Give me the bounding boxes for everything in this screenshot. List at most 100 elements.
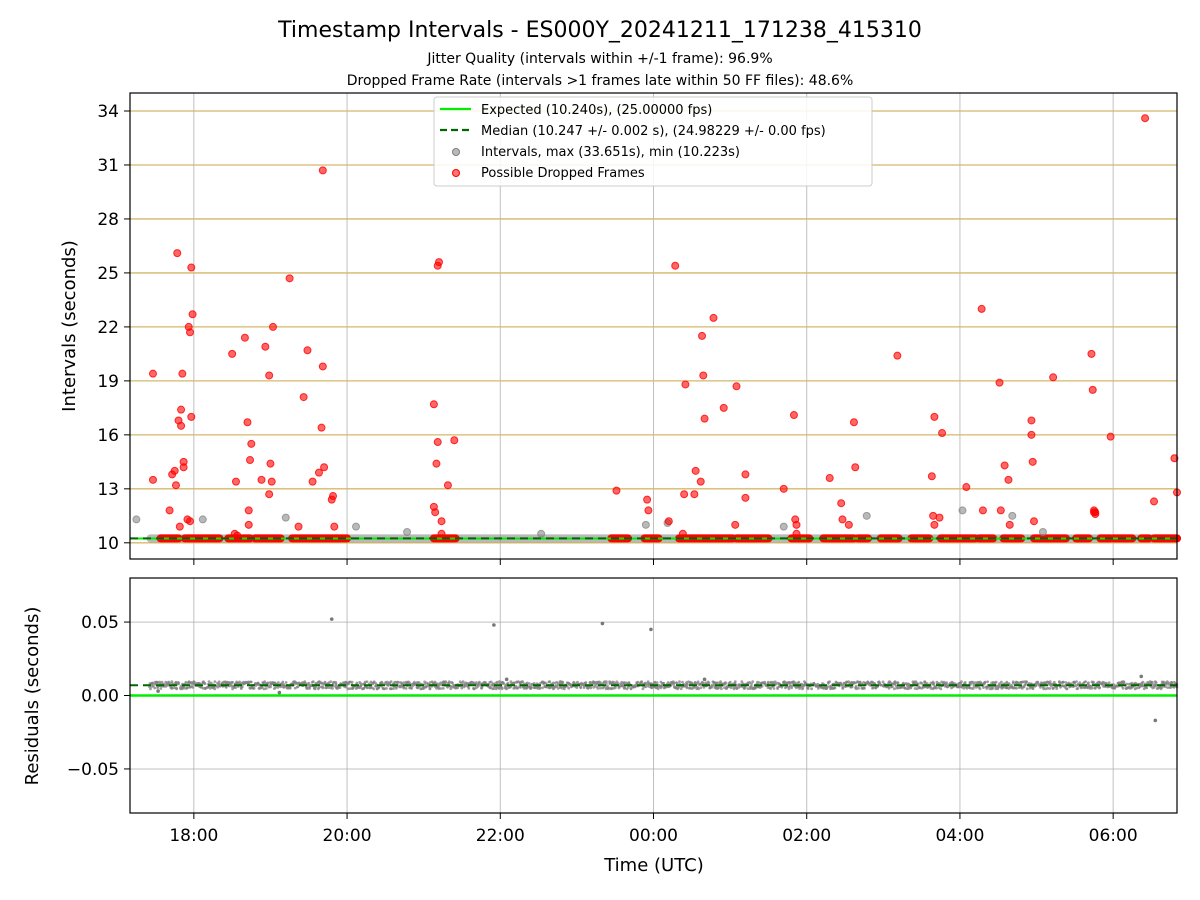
legend-entry-intervals: Intervals, max (33.651s), min (10.223s) [481, 145, 740, 160]
residual-point-1757 [1084, 680, 1087, 683]
residual-point-699 [521, 680, 524, 684]
residual-point-104 [203, 682, 207, 685]
residual-point-1328 [855, 687, 858, 691]
dropped-frame-point-49 [329, 492, 338, 501]
residual-point-1232 [804, 681, 807, 685]
residual-point-332 [324, 686, 328, 690]
residual-point-685 [513, 681, 516, 685]
bottom-y-tick-label-0: 0.05 [81, 613, 119, 633]
dropped-frame-point-34 [265, 371, 274, 380]
top-plot-marks [130, 114, 1181, 543]
residual-point-722 [532, 682, 536, 685]
residual-point-962 [660, 684, 663, 688]
residual-point-123 [213, 680, 217, 683]
residual-point-886 [620, 680, 624, 684]
residual-point-1691 [1048, 680, 1052, 684]
dropped-frame-point-25 [240, 333, 249, 342]
dropped-frame-point-105 [1000, 461, 1009, 470]
dropped-frame-point-94 [927, 472, 936, 481]
dropped-frame-point-62 [612, 486, 621, 495]
residual-point-156 [231, 681, 234, 684]
dropped-frame-point-122 [1170, 454, 1179, 463]
dropped-frame-point-19 [187, 263, 196, 272]
interval-point-12 [1038, 528, 1047, 537]
residual-point-1073 [719, 680, 722, 684]
residual-point-1796 [1104, 681, 1108, 685]
dropped-frame-point-32 [261, 342, 270, 351]
residual-point-515 [421, 686, 425, 690]
residual-point-623 [480, 686, 483, 690]
residual-point-1697 [1052, 687, 1055, 690]
top-y-tick-label-6: 28 [97, 210, 119, 230]
residual-point-1072 [720, 687, 723, 691]
residual-point-1118 [743, 685, 747, 689]
dropped-frame-point-8 [175, 522, 184, 531]
dropped-frame-point-97 [930, 520, 939, 529]
dropped-frame-point-76 [709, 313, 718, 322]
residual-point-1871 [1145, 686, 1149, 690]
bottom-x-ticks: 18:00 20:00 22:00 00:00 02:00 04:00 06:00 [169, 813, 1138, 846]
dropped-frame-point-44 [317, 423, 326, 432]
residual-point-223 [266, 681, 270, 685]
residual-point-527 [428, 687, 432, 690]
top-y-tick-label-7: 31 [97, 156, 119, 176]
residual-point-1771 [1092, 680, 1095, 684]
residual-point-1859 [1138, 685, 1142, 689]
dropped-frame-point-89 [838, 515, 847, 524]
dropped-frame-point-17 [186, 328, 195, 337]
residual-point-593 [463, 683, 467, 687]
dropped-frame-point-111 [1029, 517, 1038, 526]
residual-point-1301 [841, 687, 845, 690]
residual-point-1545 [971, 687, 975, 690]
dropped-frame-point-80 [741, 470, 750, 479]
dropped-frame-point-45 [318, 166, 327, 175]
dropped-frame-point-39 [294, 522, 303, 531]
dropped-frame-point-35 [266, 459, 275, 468]
x-tick-label-5: 04:00 [935, 826, 984, 846]
residual-point-319 [317, 686, 321, 689]
residual-point-1708 [1058, 681, 1062, 685]
residual-point-339 [329, 680, 333, 683]
dropped-frame-point-11 [178, 369, 187, 378]
top-x-ticks [193, 559, 1114, 565]
residual-point-847 [599, 681, 602, 684]
residual-point-301 [308, 687, 312, 690]
residual-point-1865 [1141, 680, 1145, 684]
residual-point-1110 [740, 680, 744, 684]
residual-point-951 [655, 681, 659, 685]
dropped-frame-point-55 [433, 438, 442, 447]
chart-title: Timestamp Intervals - ES000Y_20241211_17… [277, 18, 922, 43]
residual-point-422 [372, 680, 376, 684]
dropped-frame-point-73 [698, 331, 707, 340]
dropped-frame-point-54 [432, 459, 441, 468]
interval-point-11 [1008, 511, 1017, 520]
dropped-frame-point-63 [643, 495, 652, 504]
residual-point-441 [383, 687, 386, 691]
residual-point-70 [185, 686, 189, 690]
residual-point-812 [580, 683, 583, 687]
residual-point-398 [359, 684, 362, 688]
residual-point-1122 [746, 687, 750, 690]
x-tick-label-1: 20:00 [323, 826, 372, 846]
residual-point-1358 [872, 686, 875, 689]
residual-point-1628 [1015, 686, 1018, 690]
residual-point-409 [366, 686, 369, 690]
top-y-tick-label-0: 10 [97, 534, 119, 554]
dropped-frame-point-26 [243, 418, 252, 427]
residual-point-656 [497, 686, 500, 689]
residual-point-652 [495, 680, 499, 684]
residual-point-1591 [996, 687, 1000, 691]
residual-point-421 [372, 687, 376, 691]
residual-point-1572 [986, 680, 989, 684]
residual-outlier-7 [1139, 674, 1144, 679]
residual-point-1774 [1094, 686, 1097, 690]
residual-point-1583 [991, 686, 995, 690]
residual-point-237 [274, 686, 277, 689]
dropped-frame-point-79 [732, 382, 741, 391]
residual-point-1008 [685, 682, 689, 686]
residual-point-944 [650, 686, 653, 689]
legend-entry-median: Median (10.247 +/- 0.002 s), (24.98229 +… [481, 124, 826, 139]
residual-point-163 [234, 686, 238, 689]
residual-point-1664 [1034, 684, 1038, 688]
